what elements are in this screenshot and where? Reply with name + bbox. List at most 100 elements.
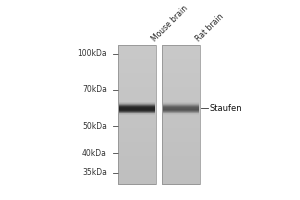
Bar [118, 91, 156, 97]
Bar [162, 147, 200, 152]
Bar [119, 112, 155, 113]
Bar [162, 45, 200, 50]
Bar [162, 50, 200, 55]
Bar [163, 114, 199, 115]
Bar [163, 105, 199, 106]
Bar [118, 45, 156, 184]
Bar [118, 114, 156, 120]
Bar [118, 151, 156, 157]
Bar [162, 119, 200, 125]
Text: Staufen: Staufen [210, 104, 243, 113]
Bar [118, 165, 156, 171]
Bar [163, 106, 199, 107]
Bar [118, 96, 156, 101]
Bar [118, 137, 156, 143]
Text: Mouse brain: Mouse brain [150, 3, 189, 43]
Bar [162, 91, 200, 97]
Bar [119, 104, 155, 105]
Bar [119, 103, 155, 104]
Bar [118, 147, 156, 152]
Bar [162, 77, 200, 83]
Bar [163, 108, 199, 109]
Bar [162, 63, 200, 69]
Bar [119, 105, 155, 106]
Bar [163, 105, 199, 106]
Bar [162, 137, 200, 143]
Bar [119, 109, 155, 110]
Bar [163, 109, 199, 110]
Bar [162, 68, 200, 74]
Bar [162, 179, 200, 185]
Bar [163, 113, 199, 114]
Bar [162, 151, 200, 157]
Bar [119, 110, 155, 111]
Bar [118, 128, 156, 134]
Bar [163, 102, 199, 103]
Bar [118, 87, 156, 92]
Bar [162, 170, 200, 175]
Bar [162, 54, 200, 60]
Bar [119, 102, 155, 103]
Text: 35kDa: 35kDa [82, 168, 107, 177]
Bar [162, 114, 200, 120]
Bar [118, 45, 156, 50]
Bar [119, 105, 155, 106]
Bar [119, 113, 155, 114]
Bar [119, 111, 155, 112]
Bar [118, 119, 156, 125]
Bar [119, 113, 155, 114]
Bar [162, 96, 200, 101]
Bar [163, 107, 199, 108]
Bar [162, 142, 200, 148]
Bar [163, 109, 199, 110]
Bar [118, 100, 156, 106]
Bar [119, 107, 155, 108]
Bar [163, 113, 199, 114]
Bar [119, 103, 155, 104]
Bar [163, 106, 199, 107]
Bar [118, 73, 156, 78]
Bar [163, 109, 199, 110]
Bar [162, 45, 200, 184]
Bar [163, 112, 199, 113]
Bar [162, 165, 200, 171]
Bar [162, 175, 200, 180]
Bar [119, 109, 155, 110]
Text: 70kDa: 70kDa [82, 85, 107, 94]
Bar [118, 54, 156, 60]
Bar [163, 111, 199, 112]
Bar [162, 100, 200, 106]
Bar [119, 107, 155, 108]
Bar [119, 108, 155, 109]
Bar [119, 110, 155, 111]
Bar [118, 77, 156, 83]
Bar [163, 114, 199, 115]
Bar [118, 170, 156, 175]
Bar [162, 59, 200, 64]
Bar [118, 179, 156, 185]
Bar [163, 110, 199, 111]
Bar [162, 156, 200, 162]
Bar [163, 107, 199, 108]
Bar [163, 111, 199, 112]
Bar [119, 109, 155, 110]
Bar [162, 128, 200, 134]
Bar [119, 110, 155, 111]
Bar [118, 161, 156, 166]
Bar [119, 106, 155, 107]
Bar [119, 111, 155, 112]
Bar [119, 114, 155, 115]
Bar [162, 161, 200, 166]
Bar [118, 105, 156, 111]
Bar [163, 112, 199, 113]
Bar [118, 59, 156, 64]
Bar [118, 156, 156, 162]
Text: 100kDa: 100kDa [77, 49, 107, 58]
Bar [119, 112, 155, 113]
Bar [162, 73, 200, 78]
Bar [163, 104, 199, 105]
Bar [118, 175, 156, 180]
Text: Rat brain: Rat brain [194, 12, 225, 43]
Bar [163, 104, 199, 105]
Bar [162, 124, 200, 129]
